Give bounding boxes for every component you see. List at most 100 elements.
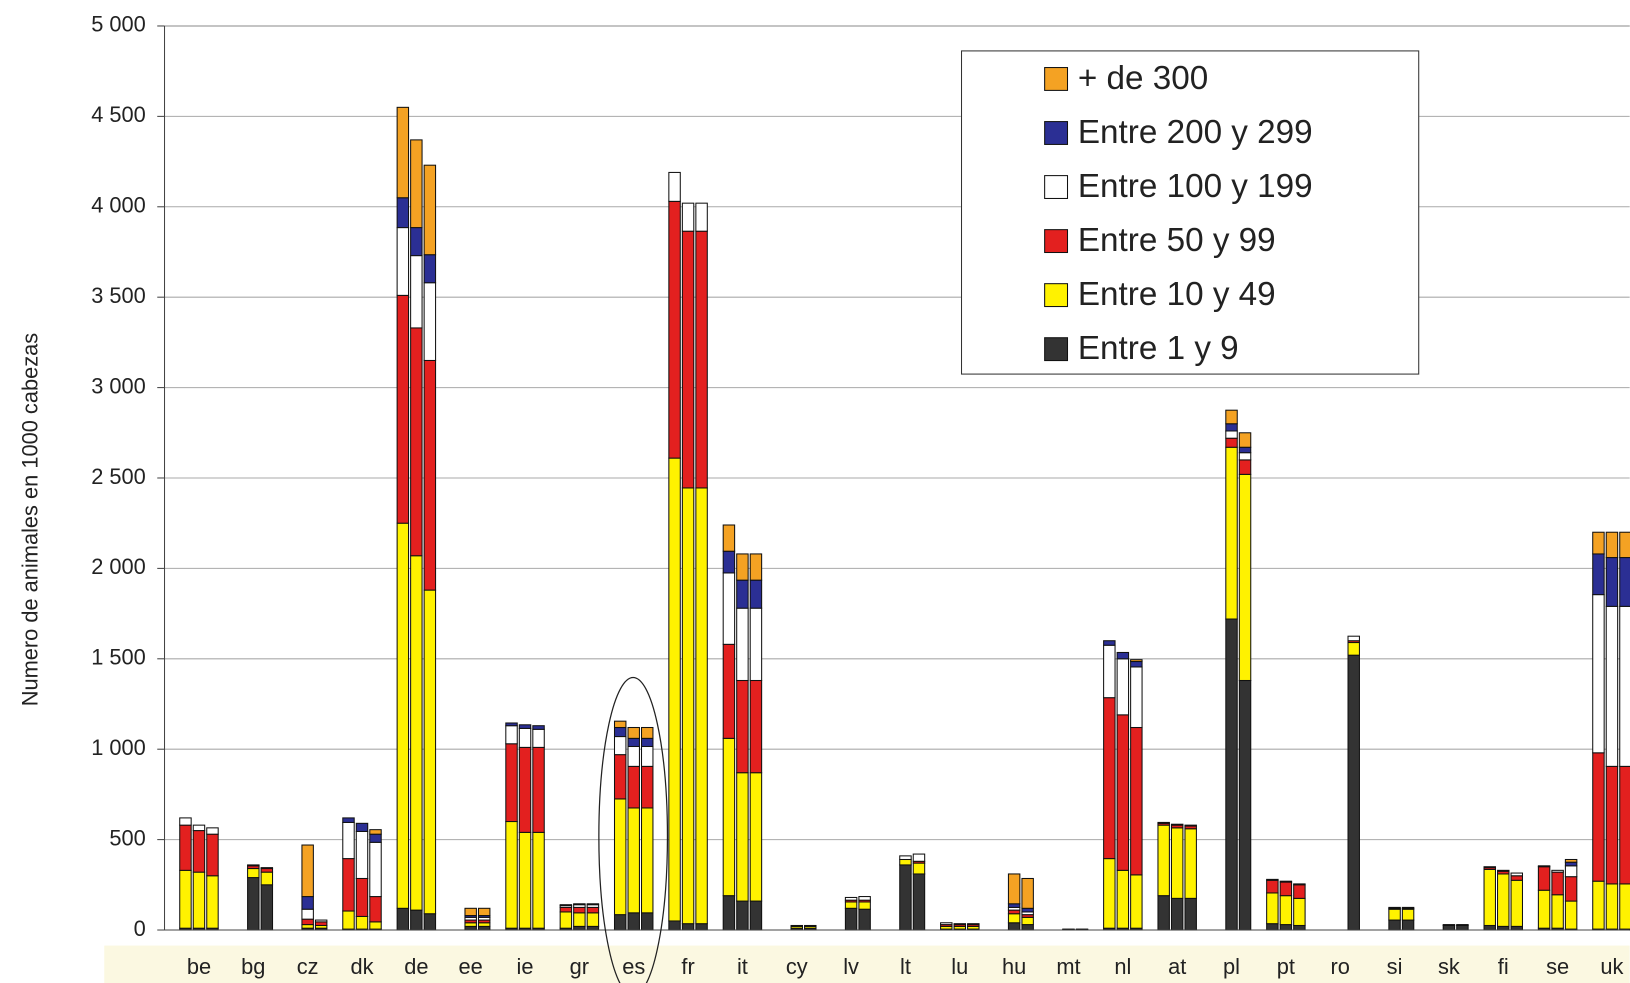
legend-swatch — [1044, 175, 1069, 199]
bar-segment — [1103, 697, 1116, 860]
bar-segment — [858, 901, 871, 910]
bar-segment — [1619, 765, 1630, 885]
bar-segment — [1238, 446, 1252, 454]
bar-segment — [464, 922, 477, 927]
bar-segment — [1266, 892, 1279, 925]
bar-segment — [1510, 872, 1523, 877]
x-tick-label: gr — [570, 954, 589, 979]
bar-segment — [722, 572, 736, 645]
bar-segment — [355, 915, 369, 930]
y-tick-label: 5 000 — [91, 12, 146, 37]
bar-segment — [301, 908, 314, 920]
bar-segment — [627, 726, 640, 739]
bar-segment — [1347, 635, 1360, 642]
bar-segment — [1266, 879, 1279, 894]
bar-segment — [613, 726, 627, 738]
bar-segment — [586, 903, 600, 906]
bar-segment — [1605, 557, 1619, 607]
x-tick-label: lt — [900, 954, 911, 979]
bar-segment — [1551, 894, 1564, 929]
bar-segment — [695, 923, 708, 931]
bars — [179, 106, 1630, 931]
bar-segment — [722, 737, 736, 897]
legend-label: Entre 50 y 99 — [1078, 222, 1276, 259]
bar-segment — [1293, 897, 1306, 927]
x-tick-label: si — [1387, 954, 1403, 979]
bar-segment — [1184, 824, 1197, 827]
bar-segment — [1238, 452, 1252, 461]
legend-label: Entre 200 y 299 — [1078, 114, 1313, 151]
bar-segment — [1157, 821, 1170, 824]
x-tick-label: cz — [297, 954, 319, 979]
bar-segment — [695, 202, 708, 232]
bar-segment — [1238, 459, 1252, 475]
bar-segment — [1401, 908, 1415, 921]
bar-segment — [1293, 884, 1306, 899]
bar-segment — [342, 858, 355, 912]
bar-segment — [722, 895, 736, 931]
bar-segment — [1605, 765, 1619, 885]
bar-segment — [586, 906, 600, 914]
bar-segment — [423, 254, 437, 284]
bar-segment — [899, 864, 912, 931]
bar-segment — [396, 227, 410, 296]
bar-segment — [1103, 644, 1116, 699]
bar-segment — [1619, 883, 1630, 930]
bar-segment — [1007, 909, 1021, 915]
bar-segment — [1510, 879, 1523, 927]
bar-segment — [749, 772, 763, 902]
bar-segment — [1551, 869, 1564, 873]
bar-segment — [559, 904, 573, 907]
legend-label: Entre 100 y 199 — [1078, 168, 1313, 205]
bar-segment — [1116, 869, 1130, 929]
bar-segment — [423, 164, 437, 256]
bar-segment — [627, 912, 640, 931]
bar-segment — [355, 822, 369, 832]
bar-segment — [1564, 861, 1578, 867]
bar-segment — [423, 913, 437, 931]
x-tick-label: pl — [1223, 954, 1240, 979]
bar-segment — [1103, 858, 1116, 929]
bar-segment — [355, 877, 369, 917]
legend-swatch — [1044, 67, 1069, 91]
bar-segment — [1442, 924, 1456, 927]
bar-segment — [192, 830, 206, 873]
bar-segment — [1537, 866, 1551, 891]
bar-segment — [844, 907, 858, 931]
y-tick-label: 2 000 — [91, 554, 146, 579]
bar-segment — [1130, 660, 1143, 668]
bar-segment — [641, 745, 654, 767]
bar-segment — [967, 923, 980, 926]
y-tick-label: 1 500 — [91, 645, 146, 670]
bar-segment — [518, 727, 532, 748]
bar-segment — [1266, 878, 1279, 881]
bar-segment — [1456, 924, 1469, 931]
bar-segment — [627, 765, 640, 809]
label-band — [104, 945, 1630, 983]
bar-segment — [1442, 924, 1456, 931]
bar-segment — [668, 171, 681, 202]
x-tick-label: nl — [1114, 954, 1131, 979]
x-tick-label: se — [1546, 954, 1569, 979]
bar-segment — [1592, 752, 1605, 882]
bar-segment — [1238, 679, 1252, 931]
bar-segment — [410, 327, 423, 557]
bar-segment — [410, 909, 423, 931]
legend-swatch — [1044, 229, 1069, 254]
bar-segment — [736, 553, 749, 581]
bar-segment — [1605, 605, 1619, 767]
legend-swatch — [1044, 121, 1069, 145]
bar-segment — [573, 912, 586, 927]
bar-segment — [1293, 924, 1306, 931]
bar-segment — [1401, 919, 1415, 931]
bar-segment — [1170, 897, 1184, 931]
x-tick-label: pt — [1277, 954, 1295, 979]
bar-segment — [1279, 881, 1293, 897]
x-tick-label: bg — [241, 954, 265, 979]
bar-segment — [369, 841, 382, 898]
x-tick-label: ee — [459, 954, 483, 979]
bar-segment — [1497, 873, 1510, 927]
bar-segment — [342, 821, 355, 860]
